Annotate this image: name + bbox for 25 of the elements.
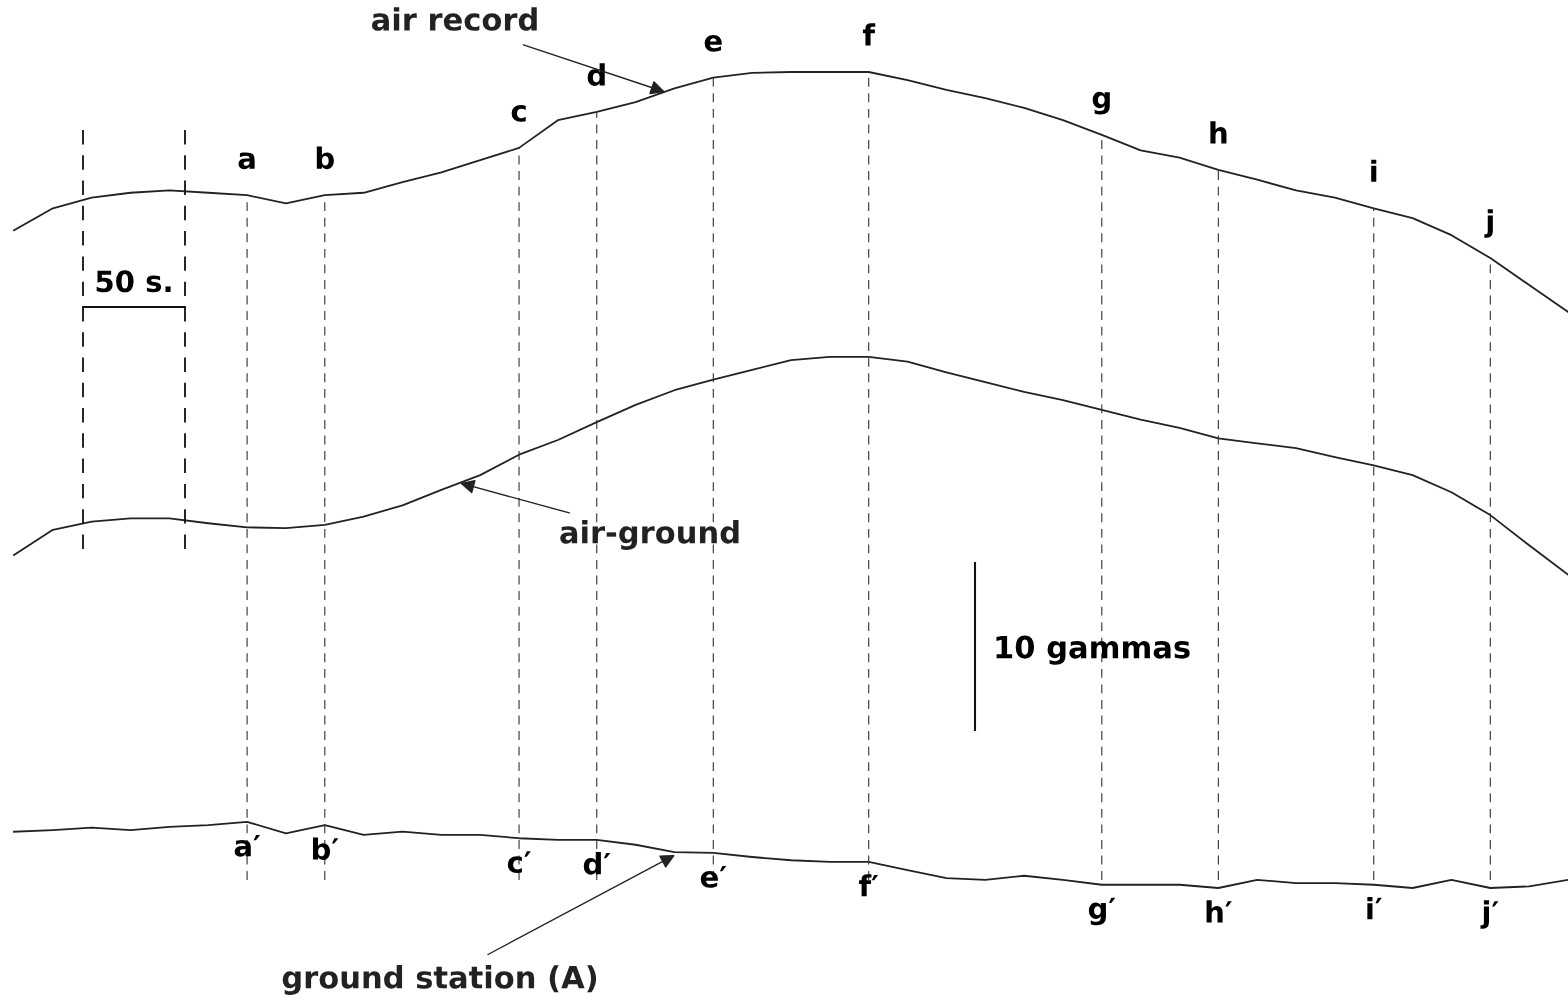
x-tick-label: f [862, 23, 876, 46]
x-tick-label: a [238, 152, 255, 170]
annotation: f′ [859, 874, 879, 897]
annotation: i′ [1367, 896, 1382, 920]
annotation: 10 gammas [996, 635, 1190, 665]
annotation: h′ [1206, 900, 1232, 923]
x-tick-label: e [704, 34, 722, 52]
x-tick-label: c [511, 105, 526, 122]
annotation: 50 s. [96, 270, 171, 293]
annotation: a′ [234, 835, 261, 857]
annotation: b′ [312, 837, 339, 860]
annotation: j′ [1480, 900, 1499, 929]
x-tick-label: d [587, 63, 605, 86]
x-tick-label: h [1210, 121, 1227, 144]
x-tick-label: g [1092, 91, 1110, 115]
text: air record [371, 7, 537, 31]
annotation: d′ [583, 852, 611, 875]
text: ground station (A) [282, 965, 597, 995]
annotation: c′ [507, 851, 531, 874]
text: air-ground [560, 520, 739, 550]
x-tick-label: j [1484, 209, 1493, 238]
annotation: e′ [700, 866, 727, 888]
x-tick-label: i [1371, 159, 1377, 182]
x-tick-label: b [316, 146, 334, 170]
annotation: g′ [1088, 897, 1116, 926]
